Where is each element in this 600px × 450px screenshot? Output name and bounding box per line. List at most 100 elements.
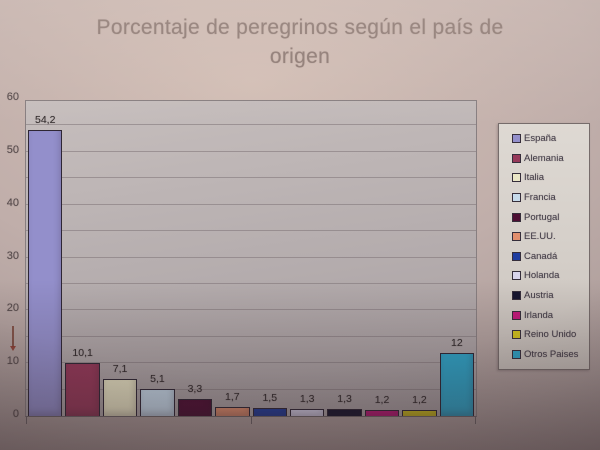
bar-francia [140,389,175,416]
legend-item-label: Italia [524,172,545,184]
legend-item-reino-unido: Reino Unido [512,329,585,340]
bar-value-label: 5,1 [150,373,165,386]
legend-item-label: España [524,133,557,144]
legend-item-espa-a: España [512,133,585,144]
legend-item-francia: Francia [512,192,585,203]
legend-item-irlanda: Irlanda [512,310,585,321]
gridline-55 [26,124,476,126]
bar-slot-francia: 5,1 [140,101,175,416]
legend-swatch-icon [512,153,521,163]
legend-item-alemania: Alemania [512,153,585,164]
bar-canad [252,408,287,416]
bar-value-label: 1,5 [262,392,278,405]
legend-item-label: Alemania [524,152,564,164]
legend-item-label: Portugal [524,211,560,223]
legend-item-label: Canadá [524,250,558,262]
legend-swatch-icon [512,271,521,281]
gridline-10 [26,362,476,364]
bar-value-label: 1,2 [412,393,427,406]
bar-value-label: 1,3 [337,393,352,406]
bar-espa-a [28,129,63,416]
gridline-35 [26,230,476,232]
x-axis-tick-right [475,416,476,424]
legend-swatch-icon [512,310,521,320]
legend: España Alemania Italia Francia Portugal EE.UU… [498,123,590,370]
legend-swatch-icon [512,330,521,340]
legend-item-label: Holanda [524,270,560,282]
bar-value-label: 7,1 [112,362,128,375]
legend-item-ee-uu: EE.UU. [512,231,585,242]
legend-item-label: Francia [524,191,556,203]
legend-item-otros-paises: Otros Paises [512,349,585,360]
legend-item-portugal: Portugal [512,212,585,223]
down-arrow-stem [12,326,14,347]
bar-alemania [65,362,100,416]
bar-ee-uu [215,407,250,416]
bar-otros-paises [439,352,475,416]
legend-item-canad: Canadá [512,251,585,262]
bar-slot-austria: 1,3 [327,101,362,416]
chart-title-line2: origen [269,45,331,68]
x-axis-tick-middle [251,416,252,424]
bar-slot-italia: 7,1 [102,101,138,416]
gridline-15 [26,335,476,337]
bar-value-label: 1,7 [225,391,240,404]
legend-item-italia: Italia [512,172,585,183]
bar-slot-espa-a: 54,2 [28,101,63,416]
bar-slot-holanda: 1,3 [289,101,325,416]
bar-slot-reino-unido: 1,2 [402,101,437,416]
legend-swatch-icon [512,349,521,359]
bar-italia [102,378,138,416]
legend-item-holanda: Holanda [512,270,585,281]
legend-item-label: EE.UU. [524,231,556,243]
legend-swatch-icon [512,232,521,242]
chart-title-line1: Porcentaje de peregrinos según el país d… [96,16,504,39]
legend-item-label: Reino Unido [524,329,577,341]
gridline-50 [26,150,476,152]
gridline-40 [26,203,476,205]
y-axis: 0 10 20 30 40 50 60 [0,92,21,420]
bar-slot-irlanda: 1,2 [364,101,400,416]
bar-slot-ee-uu: 1,7 [215,101,250,416]
legend-swatch-icon [512,173,521,183]
legend-item-label: Austria [524,290,554,301]
bar-slot-portugal: 3,3 [177,101,213,416]
down-arrow-icon [10,346,16,351]
bar-holanda [289,409,325,416]
legend-swatch-icon [512,134,521,143]
y-axis-tick-label-20: 20 [6,302,19,315]
y-axis-tick-label-0: 0 [12,408,19,420]
legend-swatch-icon [512,251,521,261]
bar-austria [327,409,362,416]
plot-area: 54,2 10,1 7,1 5,1 3,3 1,7 1,5 1,3 1,3 1,2 1,2 12 [25,100,477,424]
bar-slot-otros-paises: 12 [439,101,475,416]
bar-value-label: 10,1 [72,346,93,359]
y-axis-tick-label-10: 10 [6,355,19,368]
bar-slot-canad: 1,5 [252,101,287,416]
gridline-30 [26,256,476,258]
bar-value-label: 54,2 [34,113,56,126]
legend-swatch-icon [512,192,521,202]
gridline-5 [26,388,476,390]
y-axis-tick-label-40: 40 [6,196,19,209]
legend-swatch-icon [512,291,521,300]
legend-swatch-icon [512,212,521,222]
bar-value-label: 3,3 [187,382,203,395]
bar-slot-alemania: 10,1 [65,101,100,416]
legend-item-austria: Austria [512,290,585,301]
down-arrow-annotation [10,326,16,354]
bar-reino-unido [402,409,437,416]
gridline-45 [26,177,476,179]
chart-title: Porcentaje de peregrinos según el país d… [0,13,600,71]
y-axis-tick-label-50: 50 [6,143,19,156]
bar-irlanda [364,409,400,416]
y-axis-tick-label-60: 60 [6,91,19,103]
legend-item-label: Otros Paises [524,348,579,360]
bar-value-label: 1,2 [374,393,390,406]
y-axis-tick-label-30: 30 [6,249,19,262]
legend-item-label: Irlanda [524,309,554,321]
bar-value-label: 1,3 [299,393,315,406]
bars-container: 54,2 10,1 7,1 5,1 3,3 1,7 1,5 1,3 1,3 1,2 1,2 12 [26,101,476,416]
bar-portugal [177,398,213,416]
